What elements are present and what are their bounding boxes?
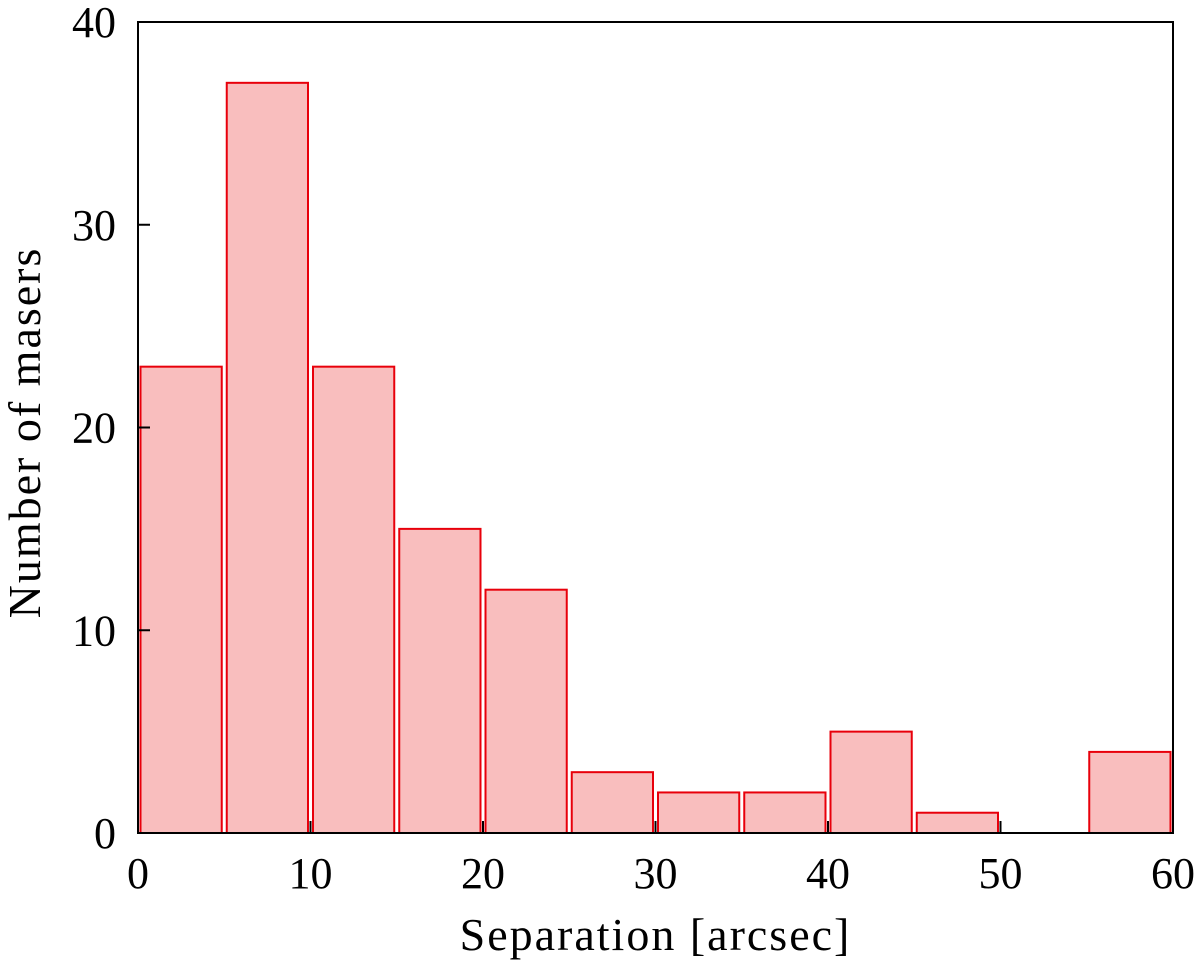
- y-tick-label: 10: [72, 606, 116, 655]
- x-axis-ticks: 0 10 20 30 40 50 60: [127, 821, 1195, 898]
- y-tick-label: 40: [72, 0, 116, 47]
- y-tick-label: 30: [72, 201, 116, 250]
- x-tick-label: 50: [979, 849, 1023, 898]
- y-tick-label: 0: [94, 809, 116, 858]
- histogram-bar: [570, 771, 654, 834]
- x-tick-label: 40: [806, 849, 850, 898]
- x-tick-label: 60: [1151, 849, 1195, 898]
- x-tick-label: 10: [289, 849, 333, 898]
- y-tick-label: 20: [72, 404, 116, 453]
- histogram-bar: [743, 791, 827, 835]
- x-tick-label: 0: [127, 849, 149, 898]
- histogram-bar: [829, 730, 913, 834]
- y-axis-ticks: 0 10 20 30 40: [72, 0, 150, 858]
- histogram-bar: [225, 81, 309, 834]
- histogram-bar: [139, 365, 223, 834]
- histogram-bar: [657, 791, 741, 835]
- x-axis-title: Separation [arcsec]: [460, 909, 852, 960]
- histogram-bar: [484, 588, 568, 835]
- x-tick-label: 20: [461, 849, 505, 898]
- x-tick-label: 30: [634, 849, 678, 898]
- histogram-bar: [915, 811, 999, 834]
- histogram-bar: [398, 527, 482, 834]
- histogram-bar: [312, 365, 396, 834]
- histogram-bar: [1088, 750, 1172, 835]
- bars-group: [139, 81, 1172, 835]
- y-axis-title: Number of masers: [0, 247, 50, 619]
